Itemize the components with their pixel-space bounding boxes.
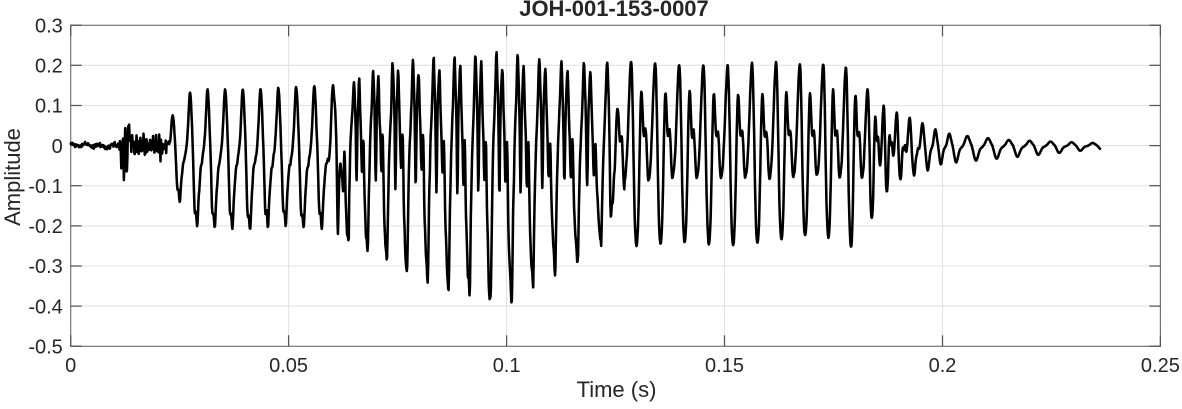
svg-text:-0.5: -0.5: [28, 336, 62, 358]
svg-text:0: 0: [52, 136, 63, 158]
svg-text:JOH-001-153-0007: JOH-001-153-0007: [519, 0, 709, 21]
svg-text:0.15: 0.15: [705, 355, 744, 377]
svg-text:Time (s): Time (s): [577, 377, 657, 402]
svg-text:0.1: 0.1: [35, 96, 63, 118]
svg-text:0.2: 0.2: [929, 355, 957, 377]
svg-text:0: 0: [65, 355, 76, 377]
svg-text:0.05: 0.05: [269, 355, 308, 377]
svg-text:-0.4: -0.4: [28, 296, 62, 318]
svg-text:0.25: 0.25: [1141, 355, 1180, 377]
svg-text:0.3: 0.3: [35, 15, 63, 37]
svg-text:-0.2: -0.2: [28, 216, 62, 238]
svg-text:-0.1: -0.1: [28, 176, 62, 198]
svg-text:-0.3: -0.3: [28, 256, 62, 278]
svg-text:0.2: 0.2: [35, 56, 63, 78]
svg-text:Amplitude: Amplitude: [0, 128, 25, 226]
svg-text:0.1: 0.1: [493, 355, 521, 377]
